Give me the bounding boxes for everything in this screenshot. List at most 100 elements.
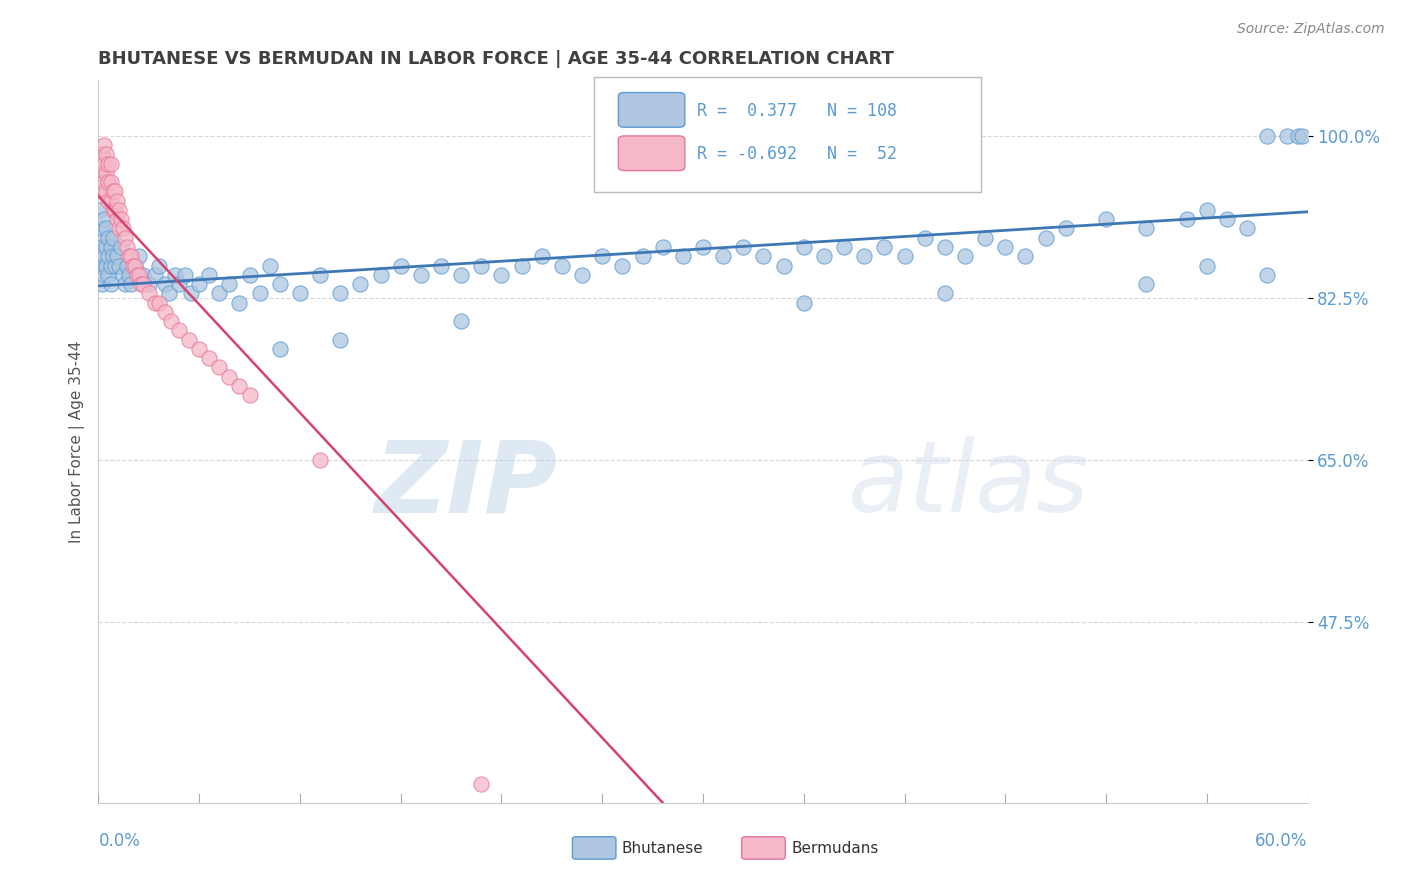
Point <box>96 166 118 180</box>
Point <box>228 295 250 310</box>
Point <box>914 231 936 245</box>
Point <box>329 286 352 301</box>
Point <box>530 249 553 263</box>
Point <box>103 202 125 217</box>
Point <box>450 268 472 282</box>
Point <box>111 268 134 282</box>
Point <box>118 268 141 282</box>
Point <box>873 240 896 254</box>
Point <box>107 259 129 273</box>
Point <box>612 259 634 273</box>
Point <box>93 156 115 170</box>
Point <box>96 147 118 161</box>
Point <box>1135 221 1157 235</box>
Point <box>167 323 190 337</box>
Point <box>111 221 134 235</box>
Point <box>198 268 221 282</box>
Point <box>470 777 492 791</box>
Point <box>120 249 142 263</box>
Point <box>934 286 956 301</box>
Point <box>96 221 118 235</box>
Point <box>110 240 132 254</box>
Point <box>148 295 170 310</box>
Point <box>93 138 115 153</box>
Point <box>631 249 654 263</box>
Point <box>107 221 129 235</box>
Point <box>249 286 271 301</box>
Point <box>97 175 120 189</box>
Point <box>101 185 124 199</box>
FancyBboxPatch shape <box>619 136 685 170</box>
Point <box>813 249 835 263</box>
Point <box>1286 128 1309 143</box>
Point <box>103 259 125 273</box>
Point <box>148 259 170 273</box>
Point <box>711 249 734 263</box>
Point <box>934 240 956 254</box>
Point <box>91 240 114 254</box>
Point <box>93 212 115 227</box>
Point <box>470 259 492 273</box>
Point <box>157 286 180 301</box>
Point <box>114 231 136 245</box>
Point <box>124 259 146 273</box>
Text: Bermudans: Bermudans <box>792 841 879 855</box>
Point <box>100 277 122 291</box>
Point <box>91 259 114 273</box>
Point <box>349 277 371 291</box>
Point <box>853 249 876 263</box>
Point <box>101 231 124 245</box>
Point <box>96 240 118 254</box>
Point <box>103 185 125 199</box>
Point <box>100 175 122 189</box>
Point <box>105 194 128 208</box>
Point <box>692 240 714 254</box>
Point <box>143 295 166 310</box>
Point <box>100 194 122 208</box>
Point <box>733 240 755 254</box>
Point <box>128 268 150 282</box>
Point <box>93 268 115 282</box>
Point <box>121 259 143 273</box>
Point <box>101 249 124 263</box>
Point <box>793 295 815 310</box>
Point <box>772 259 794 273</box>
Point <box>97 268 120 282</box>
Point <box>107 202 129 217</box>
Point <box>153 277 176 291</box>
Point <box>309 453 332 467</box>
Point <box>893 249 915 263</box>
Point <box>138 277 160 291</box>
Point <box>793 240 815 254</box>
Point <box>97 156 120 170</box>
Point <box>551 259 574 273</box>
Point <box>89 166 111 180</box>
Point <box>160 314 183 328</box>
FancyBboxPatch shape <box>572 837 616 859</box>
Point <box>129 277 152 291</box>
Point <box>120 277 142 291</box>
Point <box>114 277 136 291</box>
Point <box>1175 212 1198 227</box>
Point <box>571 268 593 282</box>
Point <box>91 185 114 199</box>
Point <box>100 240 122 254</box>
Point <box>125 268 148 282</box>
Point <box>93 249 115 263</box>
Point <box>288 286 311 301</box>
Point <box>179 333 201 347</box>
Point <box>163 268 186 282</box>
Text: Bhutanese: Bhutanese <box>621 841 704 855</box>
Point <box>1277 128 1299 143</box>
Point <box>752 249 775 263</box>
Point <box>1195 259 1218 273</box>
Point <box>198 351 221 366</box>
Point <box>89 231 111 245</box>
Text: Source: ZipAtlas.com: Source: ZipAtlas.com <box>1237 22 1385 37</box>
Text: atlas: atlas <box>848 436 1090 533</box>
Point <box>105 212 128 227</box>
Point <box>96 185 118 199</box>
Text: R = -0.692   N =  52: R = -0.692 N = 52 <box>697 145 897 163</box>
Point <box>1256 128 1278 143</box>
Text: BHUTANESE VS BERMUDAN IN LABOR FORCE | AGE 35-44 CORRELATION CHART: BHUTANESE VS BERMUDAN IN LABOR FORCE | A… <box>98 50 894 68</box>
